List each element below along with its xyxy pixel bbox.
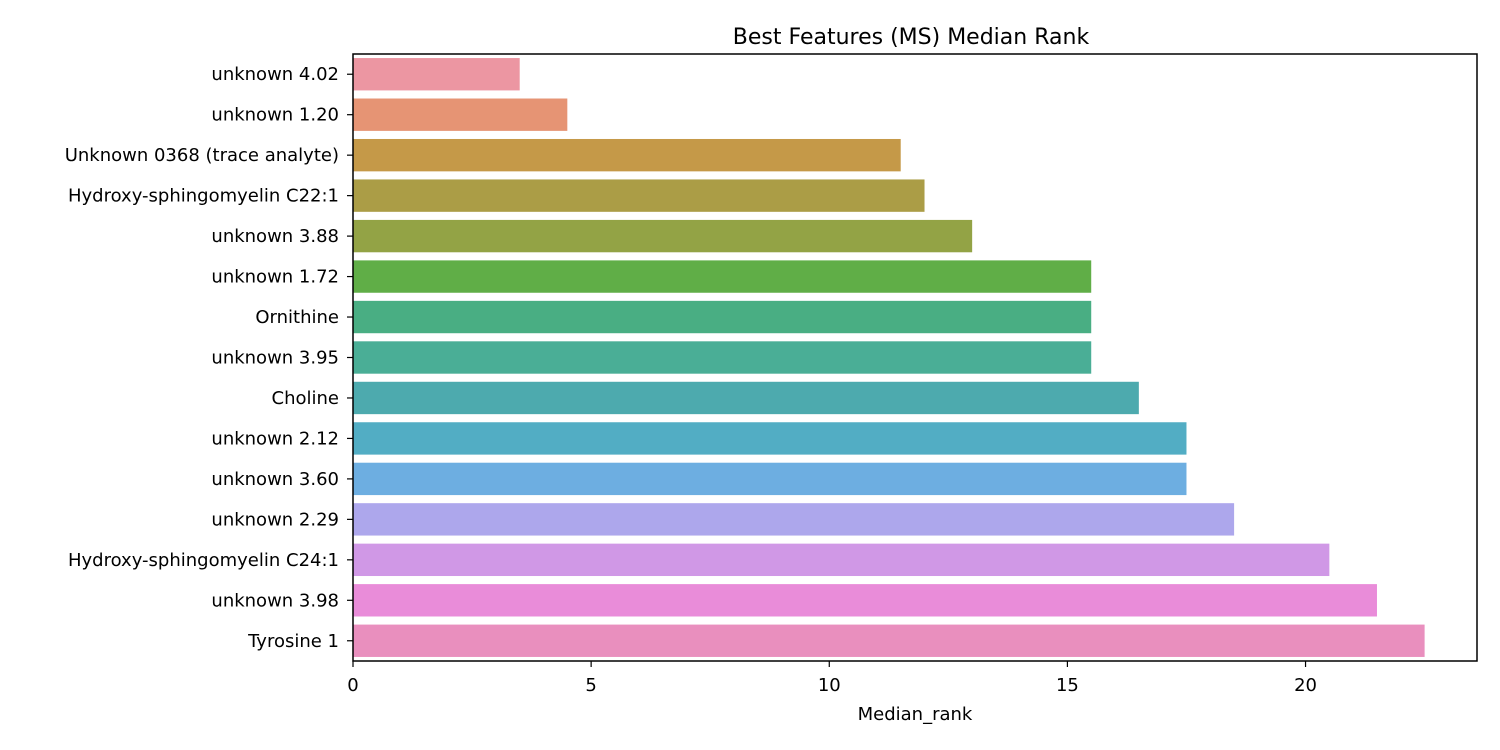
bar [353,219,973,253]
y-tick-label: unknown 3.60 [211,469,339,490]
bar [353,58,520,91]
bar [353,462,1187,496]
x-ticks: 0 5 10 15 20 [347,661,1317,696]
bar [353,422,1187,455]
bar [353,179,925,212]
x-tick-label: 0 [347,675,358,696]
y-tick-label: unknown 3.98 [211,590,339,611]
bar [353,98,568,131]
y-tick-label: unknown 1.20 [211,105,339,126]
bar [353,503,1235,536]
bar [353,543,1330,577]
bar [353,624,1425,657]
bars-group [353,58,1425,657]
y-tick-label: unknown 3.88 [211,226,339,247]
y-tick-labels: unknown 4.02 unknown 1.20 Unknown 0368 (tr… [65,64,353,652]
y-tick-label: unknown 1.72 [211,267,339,288]
y-tick-label: Tyrosine 1 [247,631,339,652]
x-tick-label: 20 [1294,675,1317,696]
y-tick-label: unknown 4.02 [211,64,339,85]
y-tick-label: Hydroxy-sphingomyelin C24:1 [68,550,339,571]
x-tick-label: 5 [585,675,596,696]
bar [353,381,1139,415]
x-tick-label: 10 [818,675,841,696]
bar [353,260,1092,293]
bar [353,138,901,172]
y-tick-label: Unknown 0368 (trace analyte) [65,145,339,166]
y-tick-label: unknown 2.12 [211,428,339,449]
y-tick-label: unknown 2.29 [211,509,339,530]
x-tick-label: 15 [1056,675,1079,696]
bar [353,584,1377,617]
y-tick-label: Ornithine [255,307,339,328]
chart-title: Best Features (MS) Median Rank [733,25,1090,50]
bar [353,341,1092,374]
y-tick-label: Hydroxy-sphingomyelin C22:1 [68,186,339,207]
y-tick-label: unknown 3.95 [211,348,339,369]
y-tick-label: Choline [272,388,339,409]
x-axis-label: Median_rank [858,704,973,725]
plot-frame [352,53,1478,662]
bar [353,300,1092,334]
